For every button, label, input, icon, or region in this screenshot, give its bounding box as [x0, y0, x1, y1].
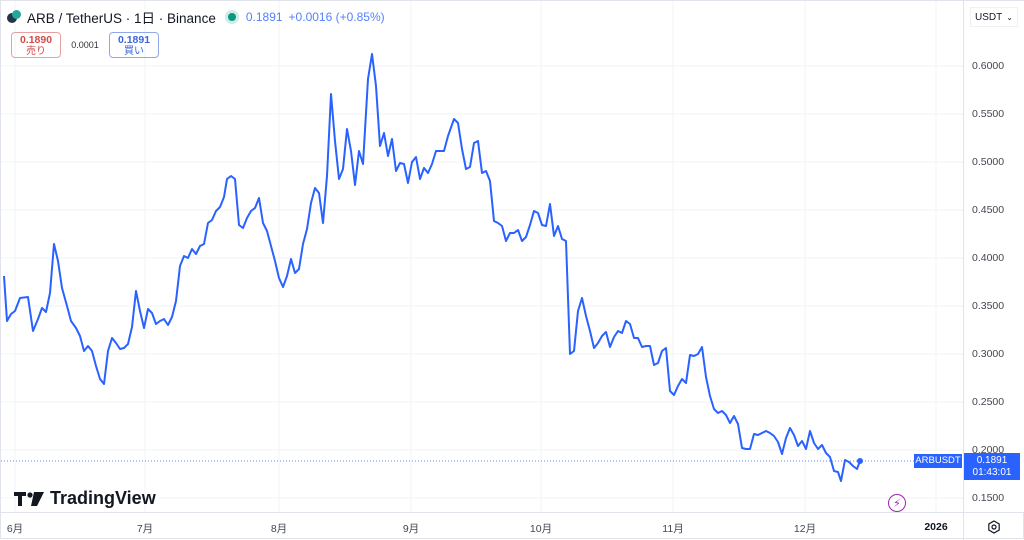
price-tick-label: 0.4000	[972, 252, 1005, 264]
price-tick-label: 0.4500	[972, 204, 1005, 216]
price-axis[interactable]: USDT ⌄ 0.6000 0.5500 0.5000 0.4500 0.4000 0.3…	[963, 1, 1024, 512]
time-tick-label: 7月	[136, 523, 154, 535]
price-tick-label: 0.5000	[972, 156, 1005, 168]
tradingview-logo-icon	[14, 491, 44, 506]
time-tick-label: 12月	[793, 523, 817, 535]
sell-label: 売り	[26, 46, 46, 57]
price-series-line	[3, 53, 861, 482]
last-price-dot	[857, 458, 863, 464]
bar-countdown: 01:43:01	[972, 467, 1012, 478]
tradingview-logo[interactable]: TradingView	[14, 488, 156, 509]
time-tick-label: 10月	[529, 523, 553, 535]
time-tick-label: 2026	[924, 521, 948, 533]
price-tick-label: 0.2500	[972, 396, 1005, 408]
buy-button[interactable]: 0.1891 買い	[109, 32, 159, 58]
price-tick-label: 0.6000	[972, 60, 1005, 72]
price-tick-label: 0.5500	[972, 108, 1005, 120]
price-tick-label: 0.3000	[972, 348, 1005, 360]
symbol-price-label: ARBUSDT	[914, 454, 962, 468]
chevron-down-icon: ⌄	[1006, 12, 1013, 22]
last-price: 0.1891	[245, 10, 283, 24]
sell-price: 0.1890	[19, 34, 53, 46]
buy-price: 0.1891	[117, 34, 151, 46]
chart-settings-button[interactable]	[963, 512, 1024, 540]
time-tick-label: 9月	[402, 523, 420, 535]
buy-label: 買い	[124, 46, 144, 57]
sell-button[interactable]: 0.1890 売り	[11, 32, 61, 58]
price-change: +0.0016 (+0.85%)	[288, 10, 385, 24]
spread-value: 0.0001	[71, 40, 99, 50]
last-price-label: 0.1891 01:43:01	[964, 453, 1020, 480]
arb-coin-icon	[7, 10, 21, 24]
symbol-title[interactable]: ARB / TetherUS · 1日 · Binance	[27, 11, 216, 26]
time-tick-label: 11月	[662, 523, 684, 535]
time-axis[interactable]: 6月 7月 8月 9月 10月 11月 12月 2026	[1, 512, 963, 540]
price-line-chart	[1, 1, 963, 512]
market-open-status-icon	[227, 13, 236, 21]
price-tick-label: 0.3500	[972, 300, 1005, 312]
currency-unit-select[interactable]: USDT ⌄	[970, 7, 1018, 27]
price-tick-label: 0.1500	[972, 492, 1005, 504]
last-price-value: 0.1891	[976, 455, 1008, 466]
chart-plot-area[interactable]	[1, 1, 963, 512]
symbol-header: ARB / TetherUS · 1日 · Binance 0.1891 +0.…	[7, 7, 385, 27]
tradingview-wordmark: TradingView	[50, 488, 156, 508]
flash-event-icon[interactable]: ⚡	[888, 494, 906, 512]
currency-unit-label: USDT	[975, 11, 1003, 23]
time-tick-label: 8月	[270, 523, 288, 535]
bid-ask-panel: 0.1890 売り 0.0001 0.1891 買い	[11, 32, 159, 58]
settings-gear-icon	[988, 519, 1000, 534]
time-tick-label: 6月	[6, 523, 24, 535]
